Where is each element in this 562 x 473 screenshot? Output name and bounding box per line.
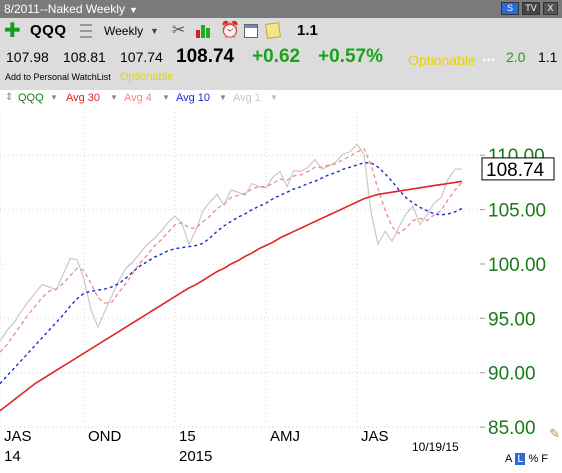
tv-menu-button[interactable]: TV: [522, 2, 540, 15]
y-tick-label: 85.00: [488, 418, 536, 439]
quote-extra-value-right: 1.1: [538, 49, 558, 65]
symbol-field[interactable]: QQQ: [30, 22, 67, 39]
quote-open: 107.98: [6, 49, 49, 65]
legend-symbol[interactable]: QQQ: [18, 92, 44, 104]
chart-legend: ⇕ QQQ ▼ Avg 30 ▼ Avg 4 ▼ Avg 10 ▼ Avg 1 …: [0, 90, 562, 108]
chevron-down-icon[interactable]: ▼: [150, 26, 159, 36]
chart-area: 85.00 90.00 95.00 100.00 105.00 110.00 108.74 J…: [0, 108, 562, 468]
legend-avg10[interactable]: Avg 10: [176, 92, 211, 104]
quote-change-pct: +0.57%: [318, 46, 383, 67]
alarm-clock-icon[interactable]: ⏰: [220, 22, 240, 39]
window-titlebar: 8/2011--Naked Weekly ▼ S TV X: [0, 0, 562, 18]
close-button[interactable]: X: [543, 2, 558, 15]
footer-percent[interactable]: %: [528, 453, 539, 465]
legend-avg1[interactable]: Avg 1: [233, 92, 261, 104]
price-chart[interactable]: 85.0090.0095.00100.00105.00110.00108.74J…: [0, 108, 562, 468]
y-tick-label: 105.00: [488, 201, 546, 222]
chart-title: 8/2011--Naked Weekly ▼: [4, 2, 138, 16]
plus-icon[interactable]: ✚: [4, 20, 21, 42]
chart-footer: A L % F: [505, 453, 548, 465]
chevron-down-icon[interactable]: ▼: [50, 93, 58, 102]
add-watchlist-link[interactable]: Add to Personal WatchList: [5, 72, 111, 82]
quote-change: +0.62: [252, 46, 301, 67]
x-tick-label: JAS: [4, 428, 32, 445]
optionable-small-label: Optionable: [120, 71, 174, 83]
note-icon[interactable]: [265, 22, 281, 39]
x-tick-sublabel: 2015: [179, 448, 212, 465]
optionable-label: Optionable: [408, 52, 476, 68]
quote-low: 107.74: [120, 49, 163, 65]
toolbar: ✚ QQQ Weekly ▼ ✂ ⏰ 1.1: [0, 18, 562, 44]
y-tick-label: 90.00: [488, 364, 536, 385]
tools-icon[interactable]: ✂: [172, 22, 186, 39]
version-label: 1.1: [297, 22, 318, 39]
list-icon[interactable]: [80, 24, 92, 38]
legend-avg30[interactable]: Avg 30: [66, 92, 101, 104]
footer-a[interactable]: A: [505, 453, 513, 465]
pencil-icon[interactable]: ✎: [549, 426, 560, 441]
quote-last: 108.74: [176, 46, 235, 67]
bar-chart-icon[interactable]: [196, 24, 212, 38]
quote-high: 108.81: [63, 49, 106, 65]
legend-avg4[interactable]: Avg 4: [124, 92, 152, 104]
series-avg-10: [0, 162, 463, 385]
quote-strip: 107.98 108.81 107.74 108.74 +0.62 +0.57%…: [0, 44, 562, 90]
series-avg-1: [0, 143, 463, 342]
x-tick-sublabel: 14: [4, 448, 21, 465]
last-price-box: [481, 157, 555, 181]
footer-l[interactable]: L: [515, 453, 526, 465]
calendar-icon[interactable]: [244, 24, 258, 38]
x-tick-label: OND: [88, 428, 122, 445]
period-select[interactable]: Weekly: [104, 24, 144, 38]
date-label: 10/19/15: [412, 440, 459, 454]
y-tick-label: 100.00: [488, 255, 546, 276]
chevron-down-icon[interactable]: ▼: [270, 93, 278, 102]
s-menu-button[interactable]: S: [501, 2, 519, 15]
chevron-down-icon[interactable]: ▼: [162, 93, 170, 102]
titlebar-controls: S TV X: [501, 2, 558, 15]
footer-f[interactable]: F: [541, 453, 548, 465]
x-tick-label: AMJ: [270, 428, 300, 445]
last-price-label: 108.74: [486, 160, 545, 181]
x-tick-label: 15: [179, 428, 196, 445]
series-avg-4: [0, 147, 463, 353]
sort-arrows-icon[interactable]: ⇕: [5, 92, 14, 103]
quote-extra-value: 2.0: [506, 49, 526, 65]
chevron-down-icon[interactable]: ▼: [128, 5, 138, 15]
chevron-down-icon[interactable]: ▼: [110, 93, 118, 102]
y-tick-label: 95.00: [488, 309, 536, 330]
x-tick-label: JAS: [361, 428, 389, 445]
more-dots[interactable]: ...: [482, 48, 496, 65]
series-avg-30: [0, 180, 463, 412]
chevron-down-icon[interactable]: ▼: [219, 93, 227, 102]
